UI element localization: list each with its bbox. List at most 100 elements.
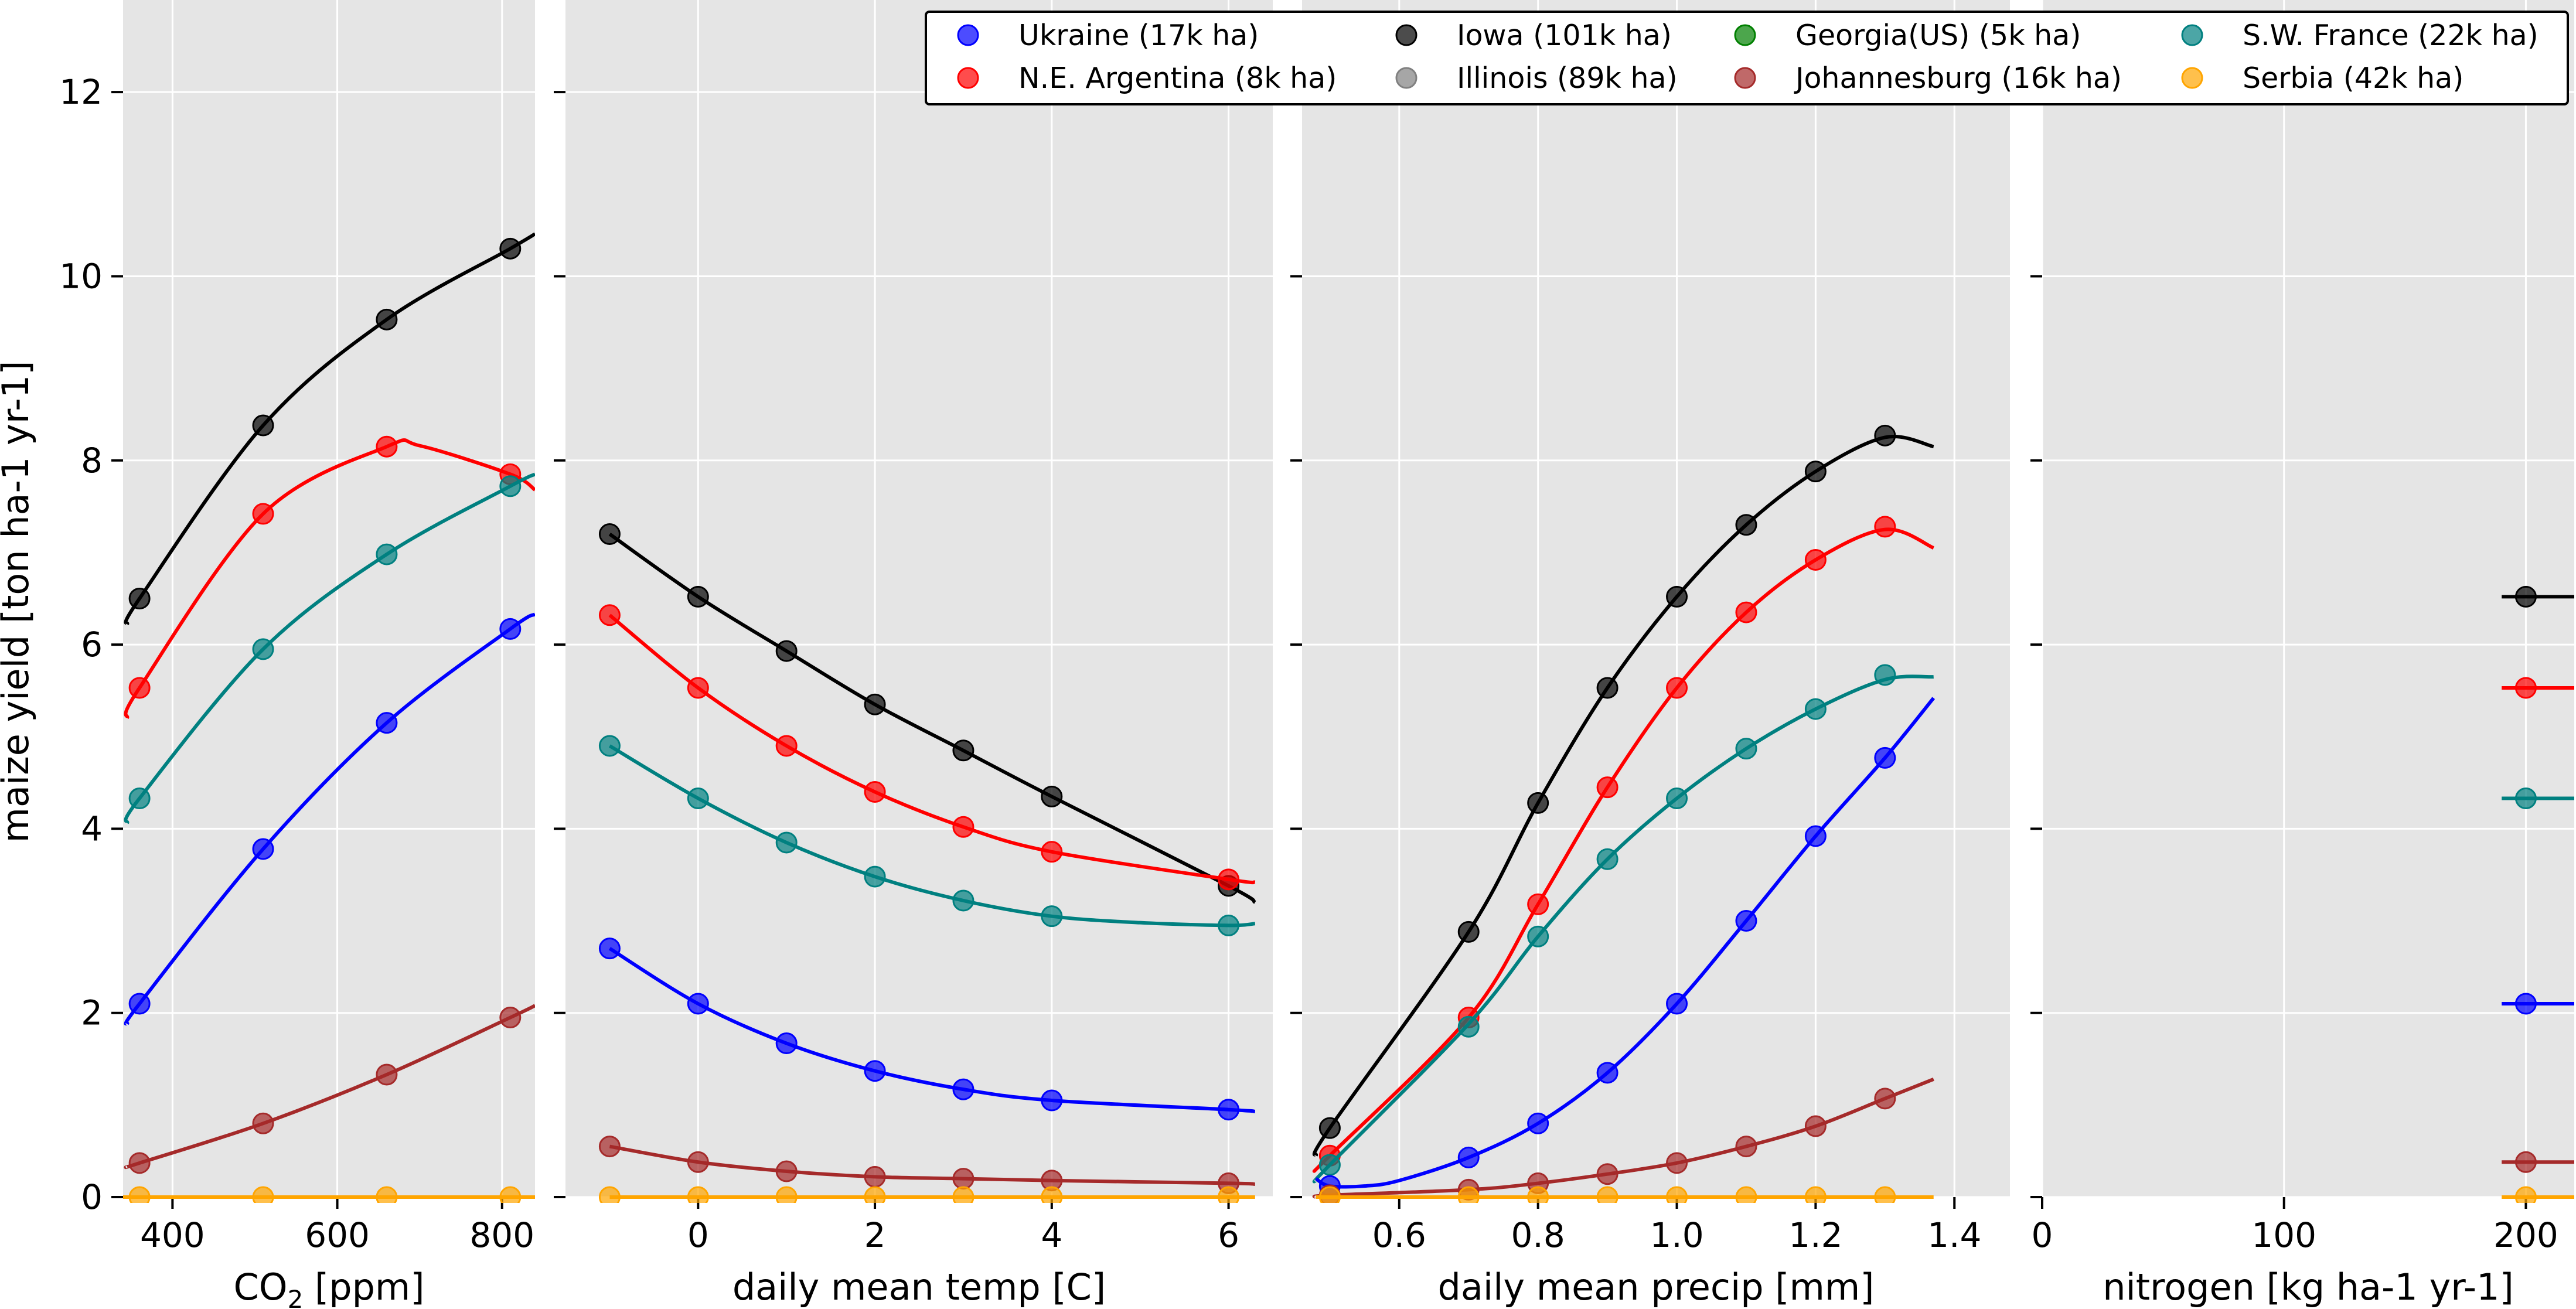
data-point bbox=[1735, 514, 1757, 536]
x-axis-label: CO2 [ppm] bbox=[233, 1266, 424, 1309]
series-line-1 bbox=[608, 533, 1256, 904]
x-axis-label: nitrogen [kg ha-1 yr-1] bbox=[2103, 1266, 2514, 1308]
panel-3: 0.6 0.8 1.0 1.2 1.4 daily mean precip [mm] bbox=[1290, 0, 2010, 1308]
data-point bbox=[1735, 738, 1757, 760]
x-axis-label: daily mean temp [C] bbox=[732, 1266, 1106, 1308]
data-point bbox=[687, 677, 709, 699]
data-point bbox=[128, 1152, 151, 1174]
series-line-3 bbox=[608, 744, 1256, 928]
data-point bbox=[1874, 1088, 1896, 1110]
data-point bbox=[1596, 848, 1618, 870]
data-point bbox=[1666, 788, 1688, 810]
data-point bbox=[775, 831, 798, 854]
data-point bbox=[376, 543, 398, 565]
legend-item: Johannesburg (16k ha) bbox=[1734, 62, 2122, 95]
x-tick-label: 100 bbox=[2251, 1215, 2316, 1255]
legend-item: S.W. France (22k ha) bbox=[2181, 19, 2538, 52]
plot-area bbox=[565, 0, 1273, 1197]
data-point bbox=[864, 781, 886, 803]
data-point bbox=[775, 735, 798, 757]
data-point bbox=[1318, 1117, 1341, 1139]
data-point bbox=[687, 788, 709, 810]
data-point bbox=[687, 1151, 709, 1173]
data-point bbox=[376, 712, 398, 734]
x-tick-label: 400 bbox=[140, 1215, 205, 1255]
data-point bbox=[1527, 893, 1549, 915]
data-point bbox=[864, 865, 886, 888]
x-tick-label: 600 bbox=[305, 1215, 370, 1255]
data-point bbox=[1596, 677, 1618, 699]
data-point bbox=[775, 1160, 798, 1182]
data-point bbox=[1457, 1186, 1480, 1203]
data-point bbox=[864, 1165, 886, 1188]
data-point bbox=[1874, 1186, 1896, 1203]
legend-label: Johannesburg (16k ha) bbox=[1794, 62, 2122, 95]
data-point bbox=[1218, 868, 1240, 891]
data-point bbox=[2514, 677, 2537, 699]
data-point bbox=[687, 1186, 709, 1203]
data-point bbox=[952, 739, 974, 762]
data-point bbox=[128, 588, 151, 609]
legend: Ukraine (17k ha) N.E. Argentina (8k ha) Io… bbox=[925, 11, 2569, 105]
data-point bbox=[252, 838, 274, 860]
x-axis-label-main: nitrogen [kg ha-1 yr-1] bbox=[2103, 1266, 2514, 1308]
data-point bbox=[2514, 788, 2537, 810]
legend-label: N.E. Argentina (8k ha) bbox=[1018, 62, 1337, 95]
data-point bbox=[598, 523, 621, 545]
y-axis-label: maize yield [ton ha-1 yr-1] bbox=[0, 361, 37, 843]
data-point bbox=[2514, 1151, 2537, 1173]
data-point bbox=[598, 1136, 621, 1158]
data-point bbox=[775, 640, 798, 662]
data-point bbox=[952, 1078, 974, 1100]
legend-item: Illinois (89k ha) bbox=[1395, 62, 1678, 95]
data-point bbox=[1527, 1112, 1549, 1134]
series-group bbox=[598, 523, 1256, 1203]
data-point bbox=[252, 1112, 274, 1134]
x-tick-label: 200 bbox=[2493, 1215, 2558, 1255]
data-point bbox=[2514, 1186, 2537, 1203]
legend-frame bbox=[925, 11, 2569, 105]
data-point bbox=[1874, 664, 1896, 686]
data-point bbox=[1041, 1089, 1063, 1112]
data-point bbox=[1874, 746, 1896, 769]
data-point bbox=[952, 889, 974, 912]
data-point bbox=[1874, 424, 1896, 446]
x-tick-label: 2 bbox=[864, 1215, 886, 1255]
x-tick-label: 1.0 bbox=[1650, 1215, 1703, 1255]
data-point bbox=[2514, 993, 2537, 1015]
data-point bbox=[775, 1032, 798, 1055]
data-point bbox=[376, 1186, 398, 1203]
data-point bbox=[775, 1186, 798, 1203]
data-point bbox=[499, 237, 522, 260]
x-tick-label: 800 bbox=[469, 1215, 534, 1255]
data-point bbox=[1596, 1186, 1618, 1203]
x-axis-label-main: CO bbox=[233, 1266, 287, 1308]
data-point bbox=[1666, 1186, 1688, 1203]
panel-2: 0 2 4 6 daily mean temp [C] bbox=[554, 0, 1273, 1308]
data-point bbox=[128, 993, 151, 1015]
legend-label: Illinois (89k ha) bbox=[1457, 62, 1678, 95]
data-point bbox=[1666, 993, 1688, 1015]
series-group bbox=[123, 232, 535, 1203]
data-point bbox=[864, 1060, 886, 1082]
data-point bbox=[598, 938, 621, 960]
data-point bbox=[1457, 921, 1480, 943]
data-point bbox=[1735, 1186, 1757, 1203]
x-axis-label: daily mean precip [mm] bbox=[1438, 1266, 1875, 1308]
data-point bbox=[1218, 1186, 1240, 1203]
data-point bbox=[1041, 1186, 1063, 1203]
data-point bbox=[376, 435, 398, 458]
legend-item: Georgia(US) (5k ha) bbox=[1734, 19, 2081, 52]
data-point bbox=[952, 816, 974, 838]
data-point bbox=[864, 1186, 886, 1203]
legend-marker bbox=[2181, 67, 2203, 89]
y-tick-label: 8 bbox=[81, 441, 103, 480]
legend-label: Ukraine (17k ha) bbox=[1018, 19, 1259, 52]
data-point bbox=[1804, 1115, 1827, 1137]
data-point bbox=[252, 638, 274, 660]
data-point bbox=[952, 1186, 974, 1203]
data-point bbox=[1804, 698, 1827, 720]
y-tick-label: 10 bbox=[59, 256, 103, 296]
data-point bbox=[1666, 1152, 1688, 1174]
